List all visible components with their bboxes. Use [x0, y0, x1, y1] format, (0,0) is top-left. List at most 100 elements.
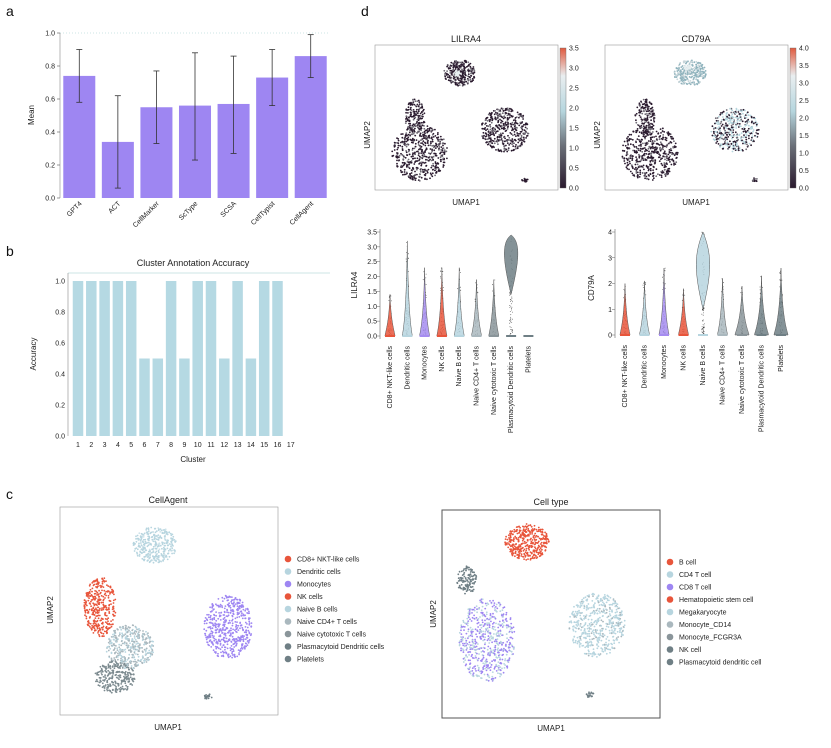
cellagent-point: [122, 661, 124, 663]
umap-lilra4-point: [433, 136, 435, 138]
umap-cd79a-point: [628, 147, 630, 149]
umap-lilra4-colorbar-bar: [560, 48, 566, 188]
umap-cd79a-point: [664, 150, 666, 152]
umap-lilra4-point: [526, 179, 528, 181]
umap-lilra4-point: [462, 75, 464, 77]
cellagent-point: [167, 553, 169, 555]
umap-lilra4-point: [409, 132, 411, 134]
umap-lilra4-point: [432, 163, 434, 165]
umap-lilra4-point: [448, 68, 450, 70]
umap-lilra4-point: [404, 144, 406, 146]
umap-cd79a-point: [643, 159, 645, 161]
umap-lilra4-point: [424, 136, 426, 138]
cellagent-point: [109, 648, 111, 650]
cellagent-point: [148, 650, 150, 652]
violin-lilra4-ylabel: LILRA4: [350, 271, 359, 298]
umap-lilra4-point: [485, 142, 487, 144]
umap-cd79a-point: [738, 120, 740, 122]
umap-lilra4-point: [497, 112, 499, 114]
umap-cd79a-colorbar-tick: 3.0: [799, 81, 809, 88]
umap-cd79a-point: [664, 156, 666, 158]
cellagent-point: [108, 595, 110, 597]
umap-lilra4-point: [492, 129, 494, 131]
umap-lilra4-point: [402, 162, 404, 164]
umap-cd79a-point: [712, 125, 714, 127]
umap-lilra4-point: [452, 81, 454, 83]
umap-lilra4-point: [505, 145, 507, 147]
cellagent-point: [154, 535, 156, 537]
umap-cd79a-point: [728, 115, 730, 117]
umap-lilra4-point: [420, 124, 422, 126]
umap-lilra4-point: [464, 60, 466, 62]
umap-cd79a-point: [741, 132, 743, 134]
cellagent-point: [151, 539, 153, 541]
umap-cd79a-point: [680, 77, 682, 79]
cellagent-point: [159, 560, 161, 562]
cellagent-point: [139, 554, 141, 556]
umap-cd79a-point: [715, 117, 717, 119]
umap-cd79a-point: [745, 148, 747, 150]
violin-lilra4-point: [511, 321, 512, 322]
umap-lilra4-point: [444, 149, 446, 151]
cellagent-point: [138, 532, 140, 534]
umap-cd79a-point: [721, 112, 723, 114]
violin-cd79a-ytick-label: 1: [608, 307, 612, 314]
umap-lilra4-point: [490, 126, 492, 128]
violin-cd79a-point: [624, 289, 625, 290]
umap-cd79a-point: [729, 128, 731, 130]
umap-lilra4-point: [408, 128, 410, 130]
umap-lilra4-point: [428, 145, 430, 147]
umap-lilra4-point: [430, 148, 432, 150]
umap-lilra4-point: [524, 178, 526, 180]
umap-lilra4-point: [449, 75, 451, 77]
umap-lilra4-point: [429, 156, 431, 158]
umap-lilra4-point: [396, 152, 398, 154]
umap-lilra4-point: [515, 135, 517, 137]
cellagent-point: [125, 628, 127, 630]
cellagent-point: [89, 626, 91, 628]
cellagent-point: [86, 618, 88, 620]
umap-cd79a-point: [715, 131, 717, 133]
umap-cd79a-point: [632, 144, 634, 146]
umap-lilra4-point: [460, 62, 462, 64]
cellagent-point: [107, 620, 109, 622]
umap-lilra4-point: [394, 146, 396, 148]
violin-cd79a-xtick-label: Naive cytotoxic T cells: [739, 345, 746, 414]
cellagent-point: [109, 627, 111, 629]
cellagent-point: [93, 585, 95, 587]
umap-cd79a-point: [648, 175, 650, 177]
cellagent-point: [160, 545, 162, 547]
umap-lilra4-point: [434, 166, 436, 168]
umap-lilra4-point: [507, 115, 509, 117]
umap-lilra4-point: [401, 171, 403, 173]
cellagent-point: [96, 604, 98, 606]
umap-lilra4-point: [427, 142, 429, 144]
umap-cd79a-point: [673, 160, 675, 162]
panel-b-bar: [206, 281, 217, 436]
cellagent-point: [103, 590, 105, 592]
umap-lilra4-point: [459, 84, 461, 86]
umap-cd79a-point: [735, 113, 737, 115]
umap-lilra4-point: [404, 169, 406, 171]
cellagent-point: [159, 548, 161, 550]
violin-cd79a-ytick-label: 4: [608, 230, 612, 237]
cellagent-point: [145, 654, 147, 656]
cellagent-xlabel: UMAP1: [154, 723, 182, 732]
cellagent-point: [98, 615, 100, 617]
panel-b-ytick-label: 0.0: [55, 434, 65, 441]
umap-cd79a-point: [695, 78, 697, 80]
umap-cd79a-point: [641, 120, 643, 122]
umap-cd79a-point: [641, 111, 643, 113]
cellagent-point: [89, 609, 91, 611]
cellagent-point: [113, 657, 115, 659]
violin-cd79a-point: [665, 270, 666, 271]
cellagent-point: [143, 551, 145, 553]
umap-cd79a-point: [686, 68, 688, 70]
umap-cd79a-point: [631, 155, 633, 157]
umap-lilra4-point: [486, 133, 488, 135]
cellagent-point: [159, 535, 161, 537]
cellagent-point: [146, 648, 148, 650]
violin-lilra4-violin: [504, 235, 517, 294]
violin-lilra4-point: [511, 322, 512, 323]
